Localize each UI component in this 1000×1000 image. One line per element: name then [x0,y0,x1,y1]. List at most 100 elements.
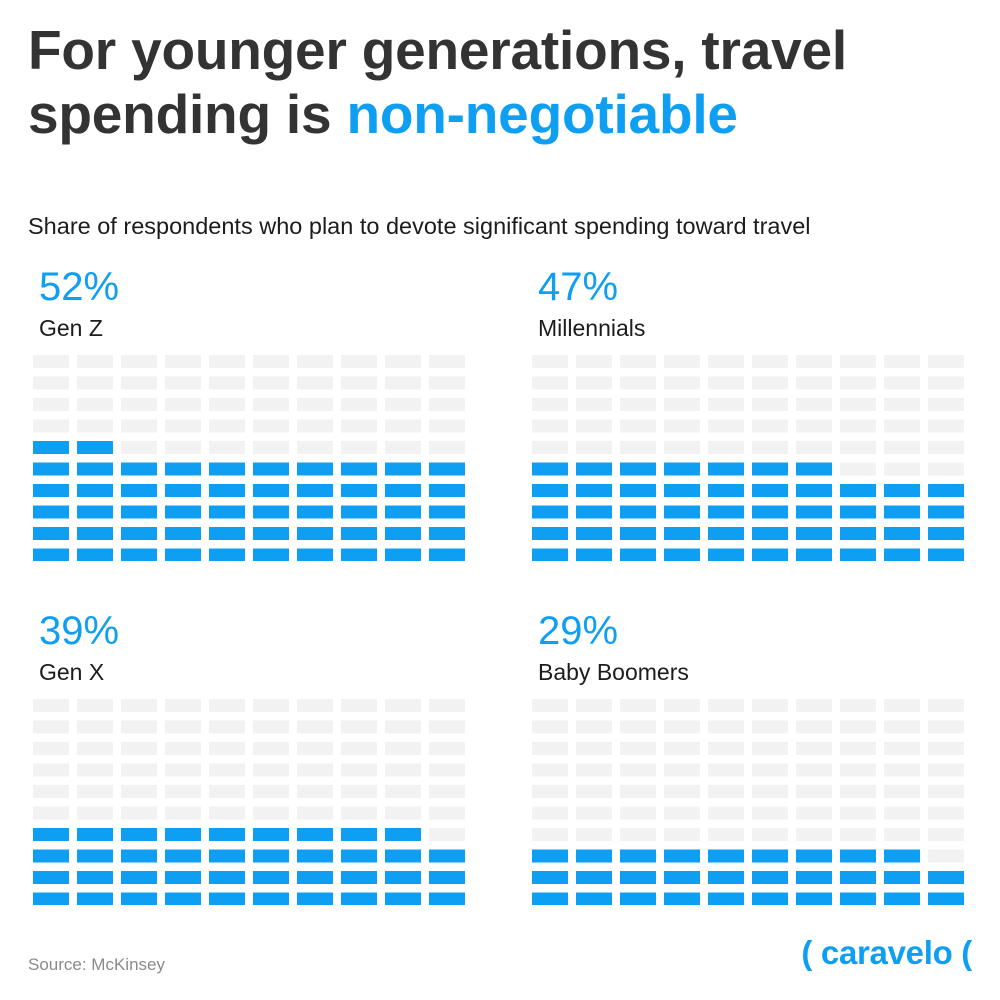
waffle-cell-empty [840,462,876,476]
waffle-cell-filled [532,548,568,561]
waffle-cell-empty [752,828,788,841]
waffle-cell-filled [752,527,788,540]
waffle-cell-empty [884,355,920,368]
waffle-cell-filled [840,892,876,905]
waffle-cell-filled [77,849,113,863]
waffle-cell-filled [385,828,421,841]
waffle-cell-empty [884,398,920,411]
waffle-cell-empty [385,376,421,390]
waffle-cell-filled [532,892,568,905]
waffle-cell-filled [77,871,113,884]
waffle-cell-empty [429,441,465,454]
waffle-cell-empty [620,355,656,368]
waffle-cell-empty [576,376,612,390]
waffle-cell-filled [429,462,465,476]
waffle-cell-filled [576,548,612,561]
waffle-cell-filled [209,849,245,863]
generation-label: Baby Boomers [538,659,689,685]
waffle-cell-filled [121,871,157,884]
waffle-cell-filled [297,462,333,476]
waffle-cell-empty [77,785,113,798]
waffle-cell-empty [253,441,289,454]
waffle-cell-empty [429,806,465,820]
waffle-cell-filled [796,892,832,905]
waffle-cell-empty [796,376,832,390]
waffle-cell-filled [253,484,289,497]
waffle-cell-empty [664,376,700,390]
waffle-cell-empty [341,441,377,454]
waffle-cell-filled [796,505,832,519]
waffle-cell-filled [928,871,964,884]
waffle-cell-empty [385,742,421,755]
waffle-cell-filled [532,505,568,519]
percentage-label: 39% [39,609,120,653]
waffle-cell-empty [209,742,245,755]
waffle-cell-empty [385,785,421,798]
waffle-cell-filled [121,849,157,863]
waffle-cell-filled [77,527,113,540]
waffle-cell-empty [33,699,69,712]
waffle-cell-empty [297,419,333,433]
waffle-cell-empty [884,419,920,433]
waffle-cell-empty [664,419,700,433]
waffle-cell-empty [884,699,920,712]
waffle-cell-empty [928,785,964,798]
waffle-cell-empty [796,828,832,841]
waffle-cell-empty [752,720,788,734]
waffle-cell-filled [429,871,465,884]
waffle-cell-filled [341,828,377,841]
waffle-cell-empty [429,763,465,777]
waffle-cell-empty [576,828,612,841]
waffle-cell-filled [576,871,612,884]
waffle-cell-empty [840,419,876,433]
waffle-cell-filled [928,548,964,561]
waffle-cell-empty [165,419,201,433]
waffle-cell-filled [33,527,69,540]
waffle-cell-empty [620,742,656,755]
waffle-cell-empty [253,720,289,734]
waffle-cell-empty [33,785,69,798]
waffle-cell-empty [121,720,157,734]
waffle-cell-filled [796,527,832,540]
waffle-cell-empty [532,720,568,734]
waffle-cell-empty [209,376,245,390]
waffle-cell-filled [297,871,333,884]
waffle-cell-empty [928,355,964,368]
waffle-cell-empty [209,441,245,454]
waffle-cell-empty [429,419,465,433]
waffle-cell-empty [297,376,333,390]
waffle-cell-empty [429,742,465,755]
waffle-cell-empty [664,785,700,798]
waffle-cell-filled [385,871,421,884]
waffle-cell-filled [253,849,289,863]
waffle-cell-empty [708,441,744,454]
waffle-cell-filled [928,527,964,540]
waffle-cell-filled [121,505,157,519]
waffle-cell-empty [429,376,465,390]
waffle-cell-empty [253,785,289,798]
waffle-cell-empty [77,355,113,368]
page-title: For younger generations, travel spending… [28,18,988,146]
waffle-cell-empty [532,441,568,454]
waffle-cell-empty [884,828,920,841]
waffle-cell-filled [165,527,201,540]
waffle-cell-empty [576,720,612,734]
waffle-cell-empty [576,419,612,433]
waffle-cell-filled [121,484,157,497]
waffle-cell-empty [121,699,157,712]
waffle-cell-empty [341,806,377,820]
waffle-cell-filled [664,462,700,476]
waffle-cell-empty [121,785,157,798]
waffle-cell-empty [796,720,832,734]
waffle-cell-empty [708,699,744,712]
waffle-cell-filled [385,527,421,540]
waffle-cell-empty [796,699,832,712]
waffle-cell-empty [620,720,656,734]
waffle-cell-filled [532,462,568,476]
waffle-cell-filled [620,849,656,863]
waffle-grid [33,699,465,905]
waffle-cell-empty [121,806,157,820]
waffle-cell-filled [253,462,289,476]
waffle-cell-empty [297,355,333,368]
waffle-cell-filled [708,871,744,884]
